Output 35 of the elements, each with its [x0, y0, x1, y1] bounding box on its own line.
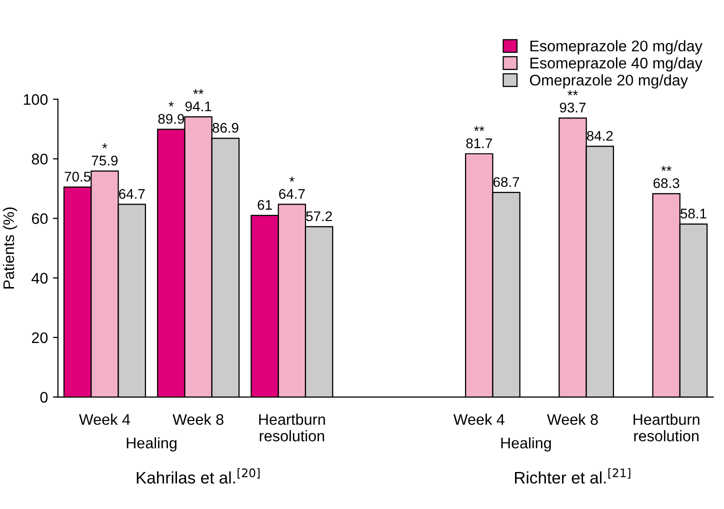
data-label: ** 68.3 [654, 166, 680, 188]
x-tick-label: Heartburn resolution [259, 414, 325, 442]
data-label: 58.1 [680, 208, 706, 218]
data-label: 68.7 [493, 177, 520, 187]
data-label: * 89.9 [158, 102, 184, 124]
data-label: 64.7 [119, 189, 145, 199]
text: Healing [126, 437, 176, 452]
text: Richter et al.$^{[21]}$ [515, 468, 630, 484]
y-tick-label: 80 [32, 154, 48, 164]
data-label: ** 93.7 [560, 90, 586, 112]
data-label: ** 94.1 [185, 89, 212, 112]
y-tick-label: 100 [24, 94, 48, 105]
x-tick-label: Week 4 [453, 414, 504, 425]
data-label: 57.2 [306, 211, 332, 222]
y-axis-title: Patients (%) [2, 207, 18, 288]
y-tick-label: 0 [40, 392, 48, 403]
text: Kahrilas et al.$^{[20]}$ [136, 468, 260, 484]
legend-label: Esomeprazole 40 mg/day [530, 57, 702, 72]
y-tick-label: 20 [32, 332, 48, 344]
y-tick-label: 40 [32, 272, 48, 284]
data-label: ** 81.7 [466, 126, 492, 148]
x-tick-label: Week 4 [79, 414, 130, 425]
data-label: 86.9 [212, 122, 238, 133]
x-tick-label: Week 8 [172, 414, 224, 425]
legend-label: Esomeprazole 20 mg/day [530, 40, 702, 54]
data-label: * 64.7 [279, 176, 305, 199]
x-tick-label: Week 8 [547, 414, 598, 425]
data-label: 61 [258, 200, 272, 210]
data-label: * 75.9 [92, 143, 118, 166]
text: Healing [501, 437, 551, 452]
data-label: 84.2 [586, 130, 613, 141]
x-tick-label: Heartburn resolution [634, 414, 700, 442]
y-tick-label: 60 [32, 213, 48, 224]
data-label: 70.5 [64, 172, 91, 182]
legend-label: Omeprazole 20 mg/day [530, 74, 688, 89]
